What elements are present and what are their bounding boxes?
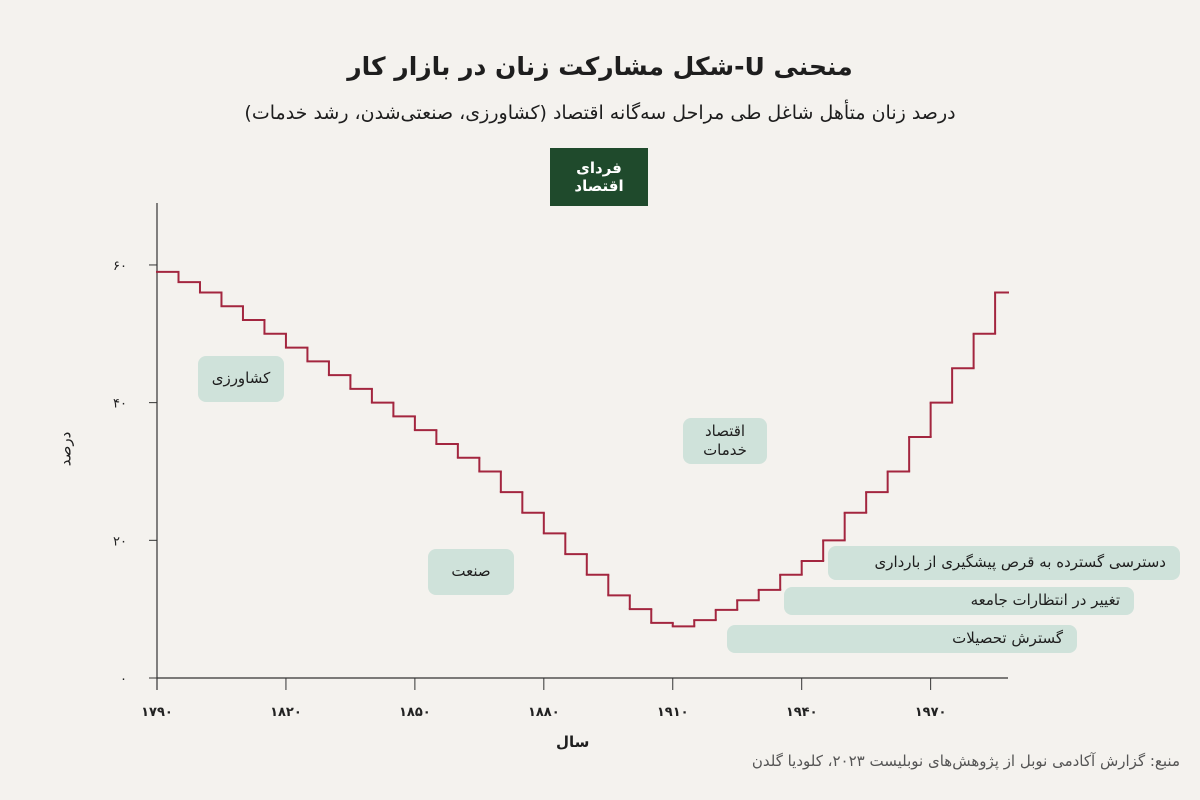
- step-line: [156, 270, 1009, 628]
- chart-title: منحنی U-شکل مشارکت زنان در بازار کار: [347, 52, 853, 81]
- source-note: منبع: گزارش آکادمی نوبل از پژوهش‌های نوب…: [751, 752, 1180, 770]
- x-tick-label: ۱۸۵۰: [399, 705, 431, 720]
- y-tick-label: ۰: [120, 672, 127, 687]
- x-tick-label: ۱۸۲۰: [270, 705, 302, 720]
- annotation: کشاورزی: [198, 356, 284, 402]
- chart-subtitle: درصد زنان متأهل شاغل طی مراحل سه‌گانه اق…: [244, 102, 956, 124]
- logo: فردای اقتصاد: [550, 148, 648, 206]
- annotation: اقتصاد خدمات: [683, 418, 767, 464]
- x-tick-label: ۱۷۹۰: [141, 705, 173, 720]
- y-tick-label: ۲۰: [113, 534, 127, 549]
- annotation: دسترسی گسترده به قرص پیشگیری از بارداری: [828, 546, 1180, 580]
- y-tick-label: ۴۰: [113, 397, 127, 412]
- annotation: گسترش تحصیلات: [727, 625, 1077, 653]
- annotation: تغییر در انتظارات جامعه: [784, 587, 1134, 615]
- x-axis-label: سال: [556, 733, 590, 751]
- x-tick-label: ۱۹۴۰: [786, 705, 818, 720]
- annotation: صنعت: [428, 549, 514, 595]
- x-tick-label: ۱۸۸۰: [528, 705, 560, 720]
- y-tick-label: ۶۰: [113, 259, 127, 274]
- x-tick-label: ۱۹۷۰: [915, 705, 947, 720]
- x-tick-label: ۱۹۱۰: [657, 705, 689, 720]
